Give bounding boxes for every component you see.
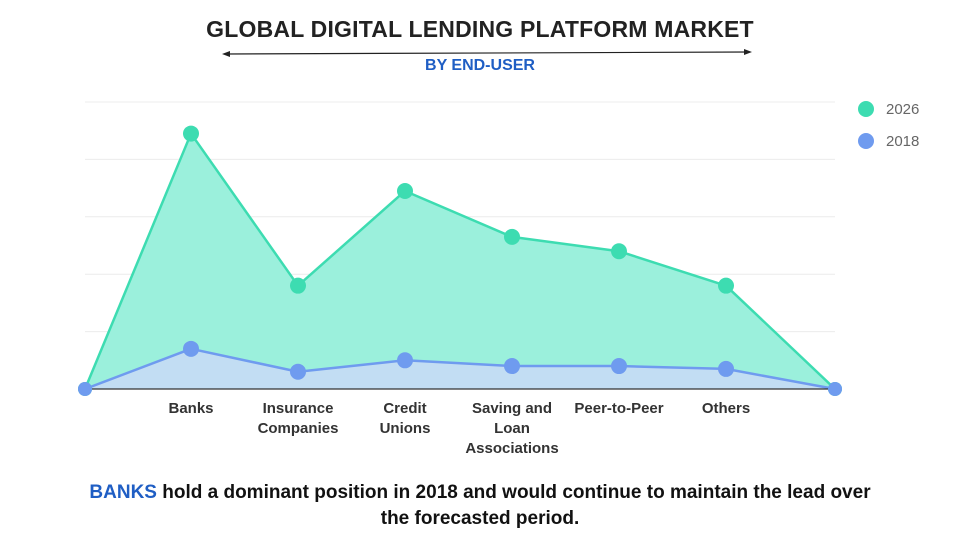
- category-label: Credit Unions: [379, 400, 431, 437]
- category-label: Saving and Loan Associations: [465, 400, 559, 457]
- chart-title: GLOBAL DIGITAL LENDING PLATFORM MARKET: [206, 16, 754, 42]
- category-label: Peer-to-Peer: [574, 400, 664, 417]
- series-area-2026: [85, 133, 835, 389]
- series-line-2018: [84, 347, 836, 391]
- data-point-2026-6: [718, 277, 734, 294]
- category-label: Banks: [168, 400, 214, 417]
- data-point-2018-6: [718, 360, 734, 377]
- data-point-2018-start: [78, 382, 92, 396]
- chart-subtitle: BY END-USER: [425, 57, 535, 74]
- data-point-2018-2: [290, 363, 306, 380]
- data-point-2018-5: [611, 358, 627, 375]
- legend-label-2026: 2026: [886, 100, 920, 118]
- category-label: Others: [701, 400, 751, 417]
- data-point-2026-5: [611, 243, 627, 260]
- data-point-2018-1: [183, 340, 199, 357]
- legend-label-2018: 2018: [886, 132, 920, 150]
- series-line-2026: [83, 132, 836, 390]
- data-point-2026-3: [397, 182, 413, 199]
- key-takeaway: BANKS hold a dominant position in 2018 a…: [80, 480, 880, 532]
- data-point-2018-3: [397, 352, 413, 369]
- legend-swatch-2018: [858, 133, 874, 149]
- data-point-2026-2: [290, 277, 306, 294]
- data-point-2018-end: [828, 382, 842, 396]
- title-double-arrow: [222, 49, 752, 57]
- takeaway-text: hold a dominant position in 2018 and wou…: [156, 482, 871, 529]
- legend-item-2018: 2018: [858, 125, 919, 157]
- series-area-2018: [85, 348, 835, 389]
- chart-legend: 2026 2018: [858, 93, 919, 157]
- legend-item-2026: 2026: [858, 93, 919, 125]
- takeaway-highlight: BANKS: [89, 482, 157, 503]
- data-point-2026-4: [504, 228, 520, 245]
- legend-swatch-2026: [858, 101, 874, 117]
- category-label: Insurance Companies: [257, 400, 339, 437]
- data-point-2026-1: [183, 125, 199, 142]
- data-point-2018-4: [504, 358, 520, 375]
